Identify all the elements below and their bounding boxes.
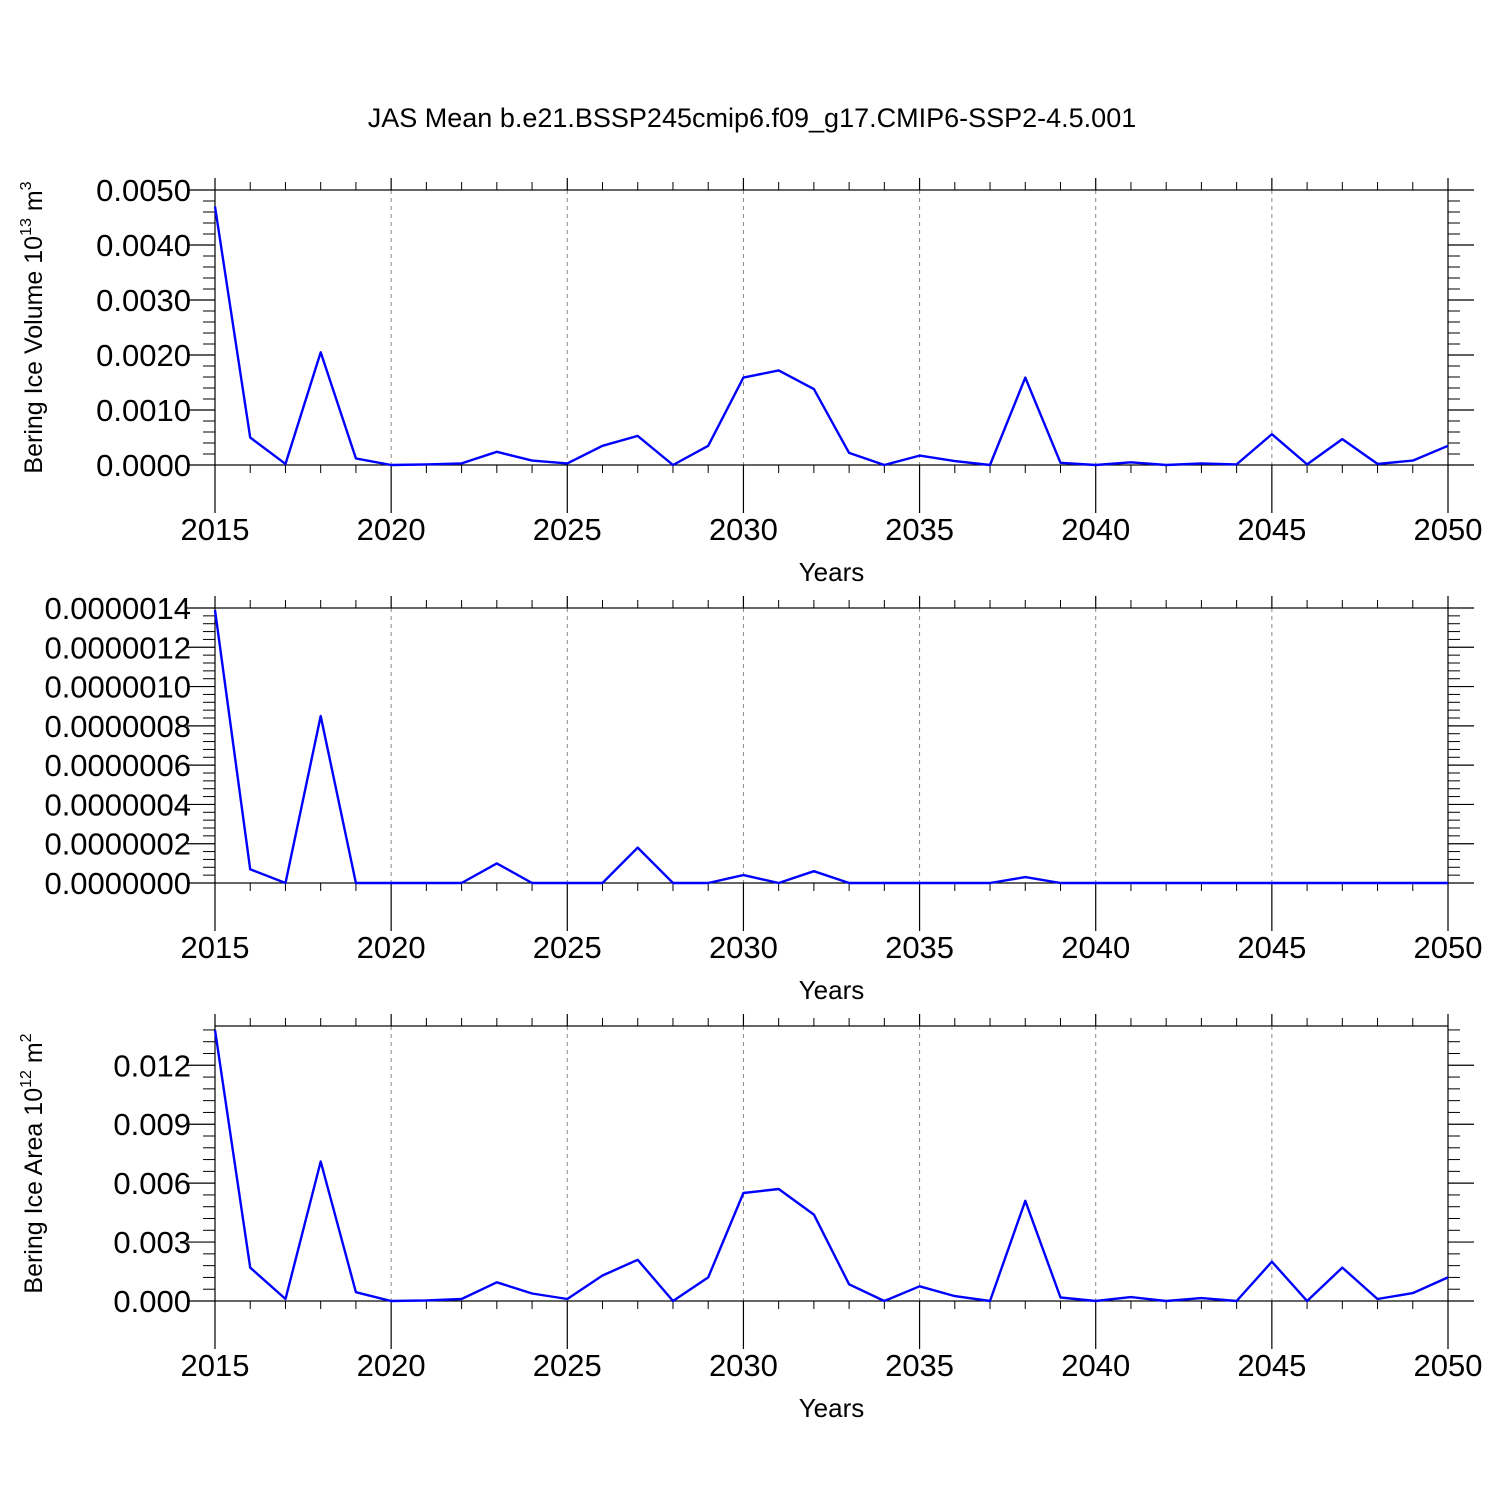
x-tick-label: 2020 (357, 1348, 426, 1383)
y-axis-label-superscript: 2 (18, 1033, 35, 1042)
y-tick-label: 0.0000012 (44, 630, 191, 665)
y-tick-label: 0.0050 (96, 173, 191, 208)
y-tick-label: 0.0000014 (44, 591, 191, 626)
y-axis-label-superscript: 12 (18, 1070, 35, 1088)
y-tick-label: 0.0020 (96, 338, 191, 373)
y-tick-label: 0.0000010 (44, 670, 191, 705)
y-axis-label-superscript: 13 (18, 218, 35, 236)
x-tick-label: 2020 (357, 930, 426, 965)
x-tick-label: 2050 (1414, 512, 1483, 547)
y-axis-label-part: m (20, 1042, 48, 1070)
plot-frame (214, 189, 1449, 466)
series-line (213, 206, 1449, 467)
x-tick-label: 2045 (1237, 512, 1306, 547)
x-tick-label: 2030 (709, 930, 778, 965)
series-line (213, 609, 1448, 885)
series-line (213, 1029, 1449, 1303)
y-tick-label: 0.000 (113, 1284, 191, 1319)
y-tick-label: 0.0000008 (44, 709, 191, 744)
x-tick-label: 2045 (1237, 1348, 1306, 1383)
y-tick-label: 0.0000000 (44, 866, 191, 901)
x-tick-label: 2040 (1061, 930, 1130, 965)
panel-area: 2015 2020 2025 2030 2035 2040 2045 2050 0.000 0.0… (18, 1014, 1482, 1423)
x-axis-label: Years (799, 975, 865, 1005)
x-tick-label: 2015 (181, 930, 250, 965)
x-tick-label: 2035 (885, 930, 954, 965)
x-tick-label: 2025 (533, 512, 602, 547)
y-tick-label: 0.0030 (96, 283, 191, 318)
y-tick-label: 0.0010 (96, 393, 191, 428)
y-tick-label: 0.0040 (96, 228, 191, 263)
plot-frame (214, 607, 1449, 884)
y-tick-label: 0.009 (113, 1107, 191, 1142)
y-axis-label-part: Bering Ice Volume 10 (20, 236, 48, 474)
x-tick-label: 2025 (533, 1348, 602, 1383)
x-tick-label: 2045 (1237, 930, 1306, 965)
panel-middle: 2015 2020 2025 2030 2035 2040 2045 2050 0.000000… (44, 591, 1482, 1005)
x-tick-label: 2015 (181, 1348, 250, 1383)
y-tick-label: 0.0000006 (44, 748, 191, 783)
y-tick-label: 0.0000004 (44, 787, 191, 822)
x-axis-label: Years (799, 557, 865, 587)
y-tick-label: 0.0000002 (44, 827, 191, 862)
x-tick-label: 2040 (1061, 1348, 1130, 1383)
x-axis-label: Years (799, 1393, 865, 1423)
panel-volume: 2015 2020 2025 2030 2035 2040 2045 2050 0.0000 0.… (18, 173, 1482, 587)
y-tick-label: 0.012 (113, 1048, 191, 1083)
y-axis-label-superscript: 3 (18, 181, 35, 190)
x-tick-label: 2035 (885, 512, 954, 547)
x-tick-label: 2050 (1414, 1348, 1483, 1383)
y-tick-label: 0.003 (113, 1225, 191, 1260)
x-tick-label: 2030 (709, 1348, 778, 1383)
y-axis-label: Bering Ice Volume 1013 m3 (18, 181, 48, 473)
y-axis-label-part: m (20, 190, 48, 218)
chart-title: JAS Mean b.e21.BSSP245cmip6.f09_g17.CMIP… (368, 103, 1136, 133)
x-tick-label: 2040 (1061, 512, 1130, 547)
plot-frame (214, 1025, 1449, 1302)
y-axis-label: Bering Ice Area 1012 m2 (18, 1033, 48, 1293)
x-tick-label: 2050 (1414, 930, 1483, 965)
x-tick-label: 2030 (709, 512, 778, 547)
x-tick-label: 2035 (885, 1348, 954, 1383)
y-axis-label-part: Bering Ice Area 10 (20, 1088, 48, 1294)
x-tick-label: 2025 (533, 930, 602, 965)
y-tick-label: 0.0000 (96, 448, 191, 483)
y-tick-label: 0.006 (113, 1166, 191, 1201)
x-tick-label: 2015 (181, 512, 250, 547)
x-tick-label: 2020 (357, 512, 426, 547)
